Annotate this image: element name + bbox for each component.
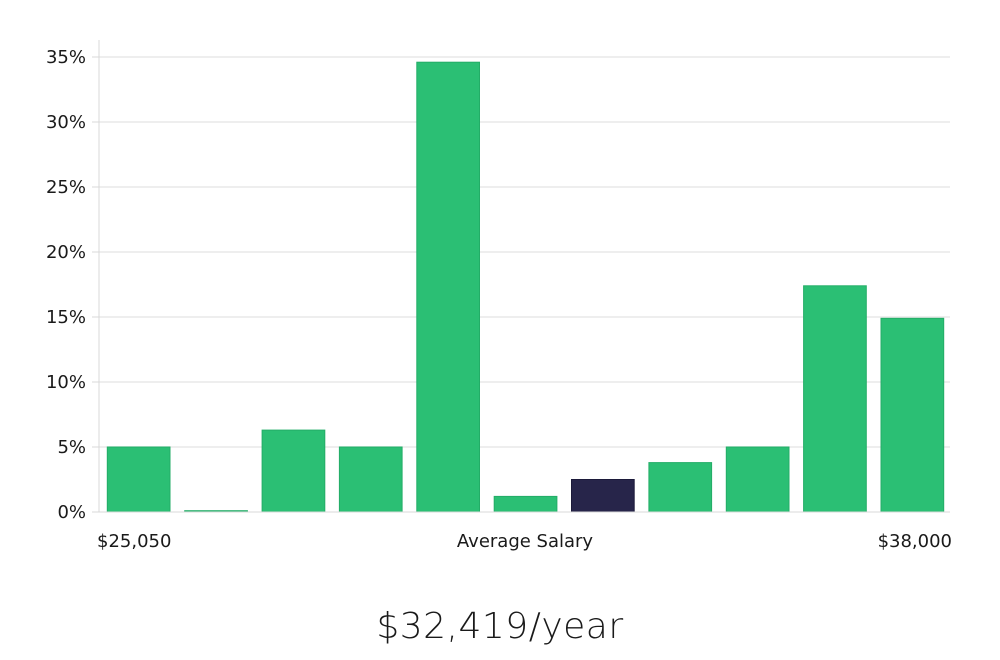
bar [493,495,558,513]
salary-histogram: 0% 5% 10% 15% 20% 25% 30% 35% $25,050 Average S… [46,40,952,552]
y-tick-label: 20% [46,242,86,263]
bar-highlighted [571,479,635,513]
bar [106,446,171,513]
bar [880,317,945,513]
y-tick-label: 15% [46,307,86,328]
y-tick-label: 30% [46,112,86,133]
y-tick-label: 5% [57,437,86,458]
y-tick-label: 25% [46,177,86,198]
bar [338,446,403,513]
grid-lines [99,56,950,448]
bar [725,446,790,513]
bar [803,285,867,513]
x-min-label: $25,050 [97,531,171,552]
average-salary-value: $32,419/year [376,606,624,647]
y-tick-labels: 0% 5% 10% 15% 20% 25% 30% 35% [46,47,99,523]
bar [416,61,480,513]
x-axis-title: Average Salary [457,531,594,552]
histogram-svg: 0% 5% 10% 15% 20% 25% 30% 35% $25,050 Average S… [46,40,952,552]
bar [648,462,713,513]
y-tick-label: 10% [46,372,86,393]
y-tick-label: 35% [46,47,86,68]
bars [106,61,945,513]
y-tick-label: 0% [57,502,86,523]
bar [261,429,326,513]
x-max-label: $38,000 [878,531,952,552]
